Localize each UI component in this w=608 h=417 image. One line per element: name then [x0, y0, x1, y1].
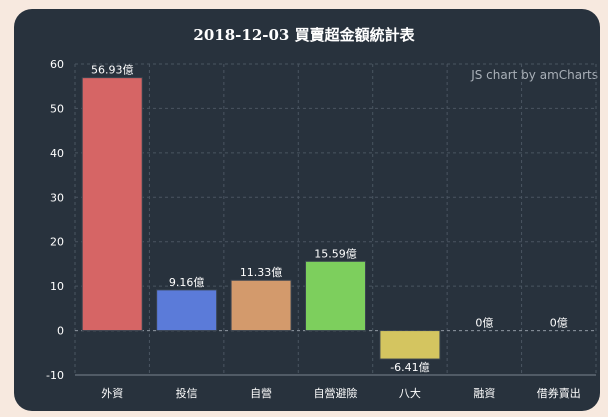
bar-value-label: 56.93億	[91, 64, 134, 77]
x-category-label: 八大	[399, 386, 421, 400]
bar-value-label: 0億	[550, 317, 568, 330]
y-tick-label: -10	[46, 369, 64, 382]
bar	[305, 260, 366, 332]
bar-value-label: -6.41億	[390, 361, 429, 374]
bar-value-label: 0億	[475, 317, 493, 330]
bar	[81, 77, 143, 332]
bar	[379, 330, 441, 360]
x-category-label: 投信	[176, 386, 198, 400]
y-tick-label: 10	[50, 280, 64, 293]
y-tick-label: 30	[50, 191, 64, 204]
y-tick-label: 20	[50, 236, 64, 249]
chart-watermark[interactable]: JS chart by amCharts	[471, 68, 598, 82]
y-tick-label: 40	[50, 147, 64, 160]
y-tick-label: 0	[57, 325, 64, 338]
x-category-label: 借券賣出	[537, 386, 581, 400]
chart-title: 2018-12-03 買賣超金額統計表	[193, 26, 415, 44]
x-category-label: 外資	[101, 387, 123, 400]
x-category-label: 自營	[250, 387, 272, 400]
bar	[156, 289, 218, 332]
x-category-label: 融資	[473, 387, 495, 400]
bar-value-label: 15.59億	[314, 247, 357, 260]
bar	[230, 279, 292, 332]
y-tick-label: 50	[50, 102, 64, 115]
bar-value-label: 9.16億	[169, 276, 205, 289]
bar-value-label: 11.33億	[240, 266, 283, 279]
x-category-label: 自營避險	[314, 386, 358, 400]
y-tick-label: 60	[50, 58, 64, 71]
